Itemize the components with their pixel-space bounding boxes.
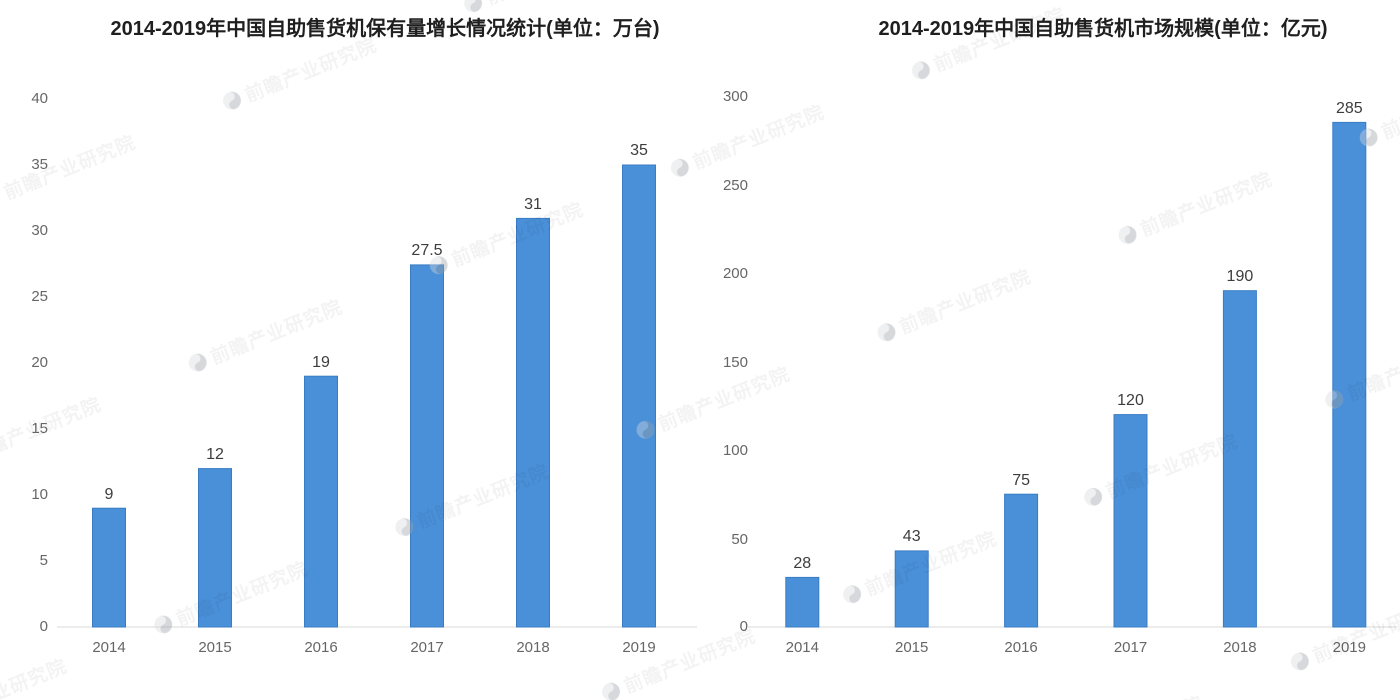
svg-text:2018: 2018 bbox=[1223, 639, 1256, 656]
svg-text:50: 50 bbox=[731, 531, 748, 548]
svg-text:100: 100 bbox=[723, 442, 748, 459]
svg-text:300: 300 bbox=[723, 88, 748, 105]
svg-text:2014: 2014 bbox=[92, 639, 125, 656]
svg-text:12: 12 bbox=[206, 446, 224, 463]
svg-text:31: 31 bbox=[524, 196, 542, 213]
svg-text:20: 20 bbox=[31, 354, 48, 371]
svg-text:25: 25 bbox=[31, 288, 48, 305]
svg-text:250: 250 bbox=[723, 177, 748, 194]
svg-text:0: 0 bbox=[40, 618, 48, 635]
svg-text:2019: 2019 bbox=[1333, 639, 1366, 656]
svg-text:2017: 2017 bbox=[1114, 639, 1147, 656]
svg-text:10: 10 bbox=[31, 486, 48, 503]
svg-text:19: 19 bbox=[312, 354, 330, 371]
svg-text:2019: 2019 bbox=[622, 639, 655, 656]
svg-text:30: 30 bbox=[31, 222, 48, 239]
svg-text:2014: 2014 bbox=[786, 639, 819, 656]
svg-text:2016: 2016 bbox=[1004, 639, 1037, 656]
svg-text:2018: 2018 bbox=[516, 639, 549, 656]
svg-text:35: 35 bbox=[630, 142, 648, 159]
svg-text:2017: 2017 bbox=[410, 639, 443, 656]
svg-text:40: 40 bbox=[31, 90, 48, 107]
svg-text:43: 43 bbox=[903, 528, 921, 545]
svg-text:190: 190 bbox=[1227, 268, 1254, 285]
svg-text:27.5: 27.5 bbox=[411, 242, 442, 259]
svg-text:5: 5 bbox=[40, 552, 48, 569]
svg-text:35: 35 bbox=[31, 156, 48, 173]
svg-text:15: 15 bbox=[31, 420, 48, 437]
svg-text:120: 120 bbox=[1117, 392, 1144, 409]
svg-text:200: 200 bbox=[723, 265, 748, 282]
svg-text:28: 28 bbox=[793, 555, 811, 572]
svg-text:75: 75 bbox=[1012, 472, 1030, 489]
svg-text:2015: 2015 bbox=[198, 639, 231, 656]
svg-text:0: 0 bbox=[740, 618, 748, 635]
svg-text:2016: 2016 bbox=[304, 639, 337, 656]
svg-text:285: 285 bbox=[1336, 100, 1363, 117]
svg-text:9: 9 bbox=[105, 486, 114, 503]
svg-text:150: 150 bbox=[723, 354, 748, 371]
svg-text:2015: 2015 bbox=[895, 639, 928, 656]
